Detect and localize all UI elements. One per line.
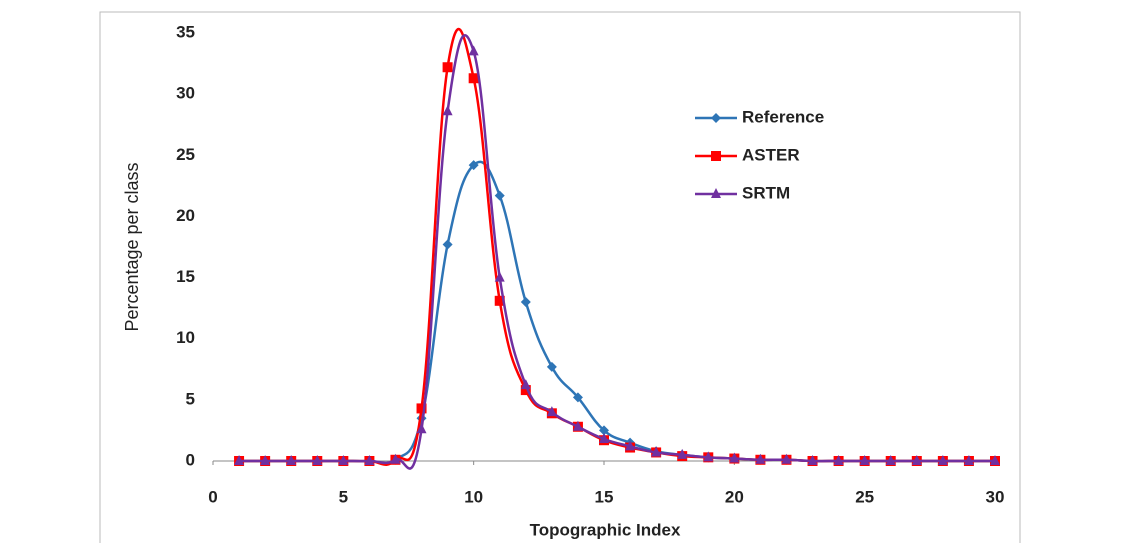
marker (390, 453, 401, 464)
marker (286, 455, 297, 465)
y-tick-label: 0 (186, 450, 195, 469)
marker (494, 271, 505, 282)
x-tick-label: 5 (339, 487, 348, 506)
marker (625, 440, 636, 451)
marker (572, 392, 583, 403)
y-axis-label: Percentage per class (122, 162, 142, 331)
marker (599, 425, 609, 436)
y-tick-label: 5 (186, 389, 195, 408)
marker (677, 448, 688, 459)
marker (468, 73, 479, 84)
x-tick-label: 15 (595, 487, 614, 506)
marker (364, 455, 375, 465)
marker (546, 361, 557, 372)
y-tick-label: 25 (176, 145, 195, 164)
marker (546, 406, 557, 417)
marker (416, 423, 427, 434)
legend-label: SRTM (742, 183, 790, 202)
y-tick-label: 15 (176, 267, 195, 286)
legend-label: Reference (742, 107, 824, 126)
marker (234, 455, 245, 465)
marker (833, 455, 844, 465)
y-tick-label: 35 (176, 22, 195, 41)
marker (937, 455, 948, 465)
marker (520, 297, 531, 308)
marker (520, 385, 531, 396)
marker (651, 446, 662, 457)
marker (755, 453, 766, 464)
x-tick-label: 30 (986, 487, 1005, 506)
x-tick-label: 10 (464, 487, 483, 506)
marker (711, 188, 721, 198)
x-tick-label: 0 (208, 487, 217, 506)
marker (520, 379, 531, 390)
marker (781, 453, 792, 464)
marker (468, 45, 479, 56)
y-tick-label: 30 (176, 84, 195, 103)
marker (494, 190, 505, 201)
marker (807, 455, 818, 465)
marker (468, 160, 479, 171)
marker (911, 455, 922, 465)
marker (442, 239, 453, 250)
marker (599, 432, 609, 443)
marker (442, 62, 453, 73)
legend-label: ASTER (742, 145, 800, 164)
marker (260, 455, 271, 465)
x-tick-label: 25 (855, 487, 874, 506)
marker (885, 455, 896, 465)
marker (312, 455, 323, 465)
marker (416, 403, 427, 414)
marker (729, 452, 740, 463)
marker (963, 455, 974, 465)
marker (711, 151, 721, 161)
x-tick-label: 20 (725, 487, 744, 506)
marker (703, 451, 714, 462)
marker (494, 295, 505, 306)
x-axis-label: Topographic Index (530, 520, 681, 539)
marker (338, 455, 349, 465)
marker (859, 455, 870, 465)
y-tick-label: 10 (176, 328, 195, 347)
marker (990, 455, 1000, 465)
y-tick-label: 20 (176, 206, 195, 225)
marker (711, 113, 721, 123)
marker (442, 105, 453, 116)
marker (572, 420, 583, 431)
